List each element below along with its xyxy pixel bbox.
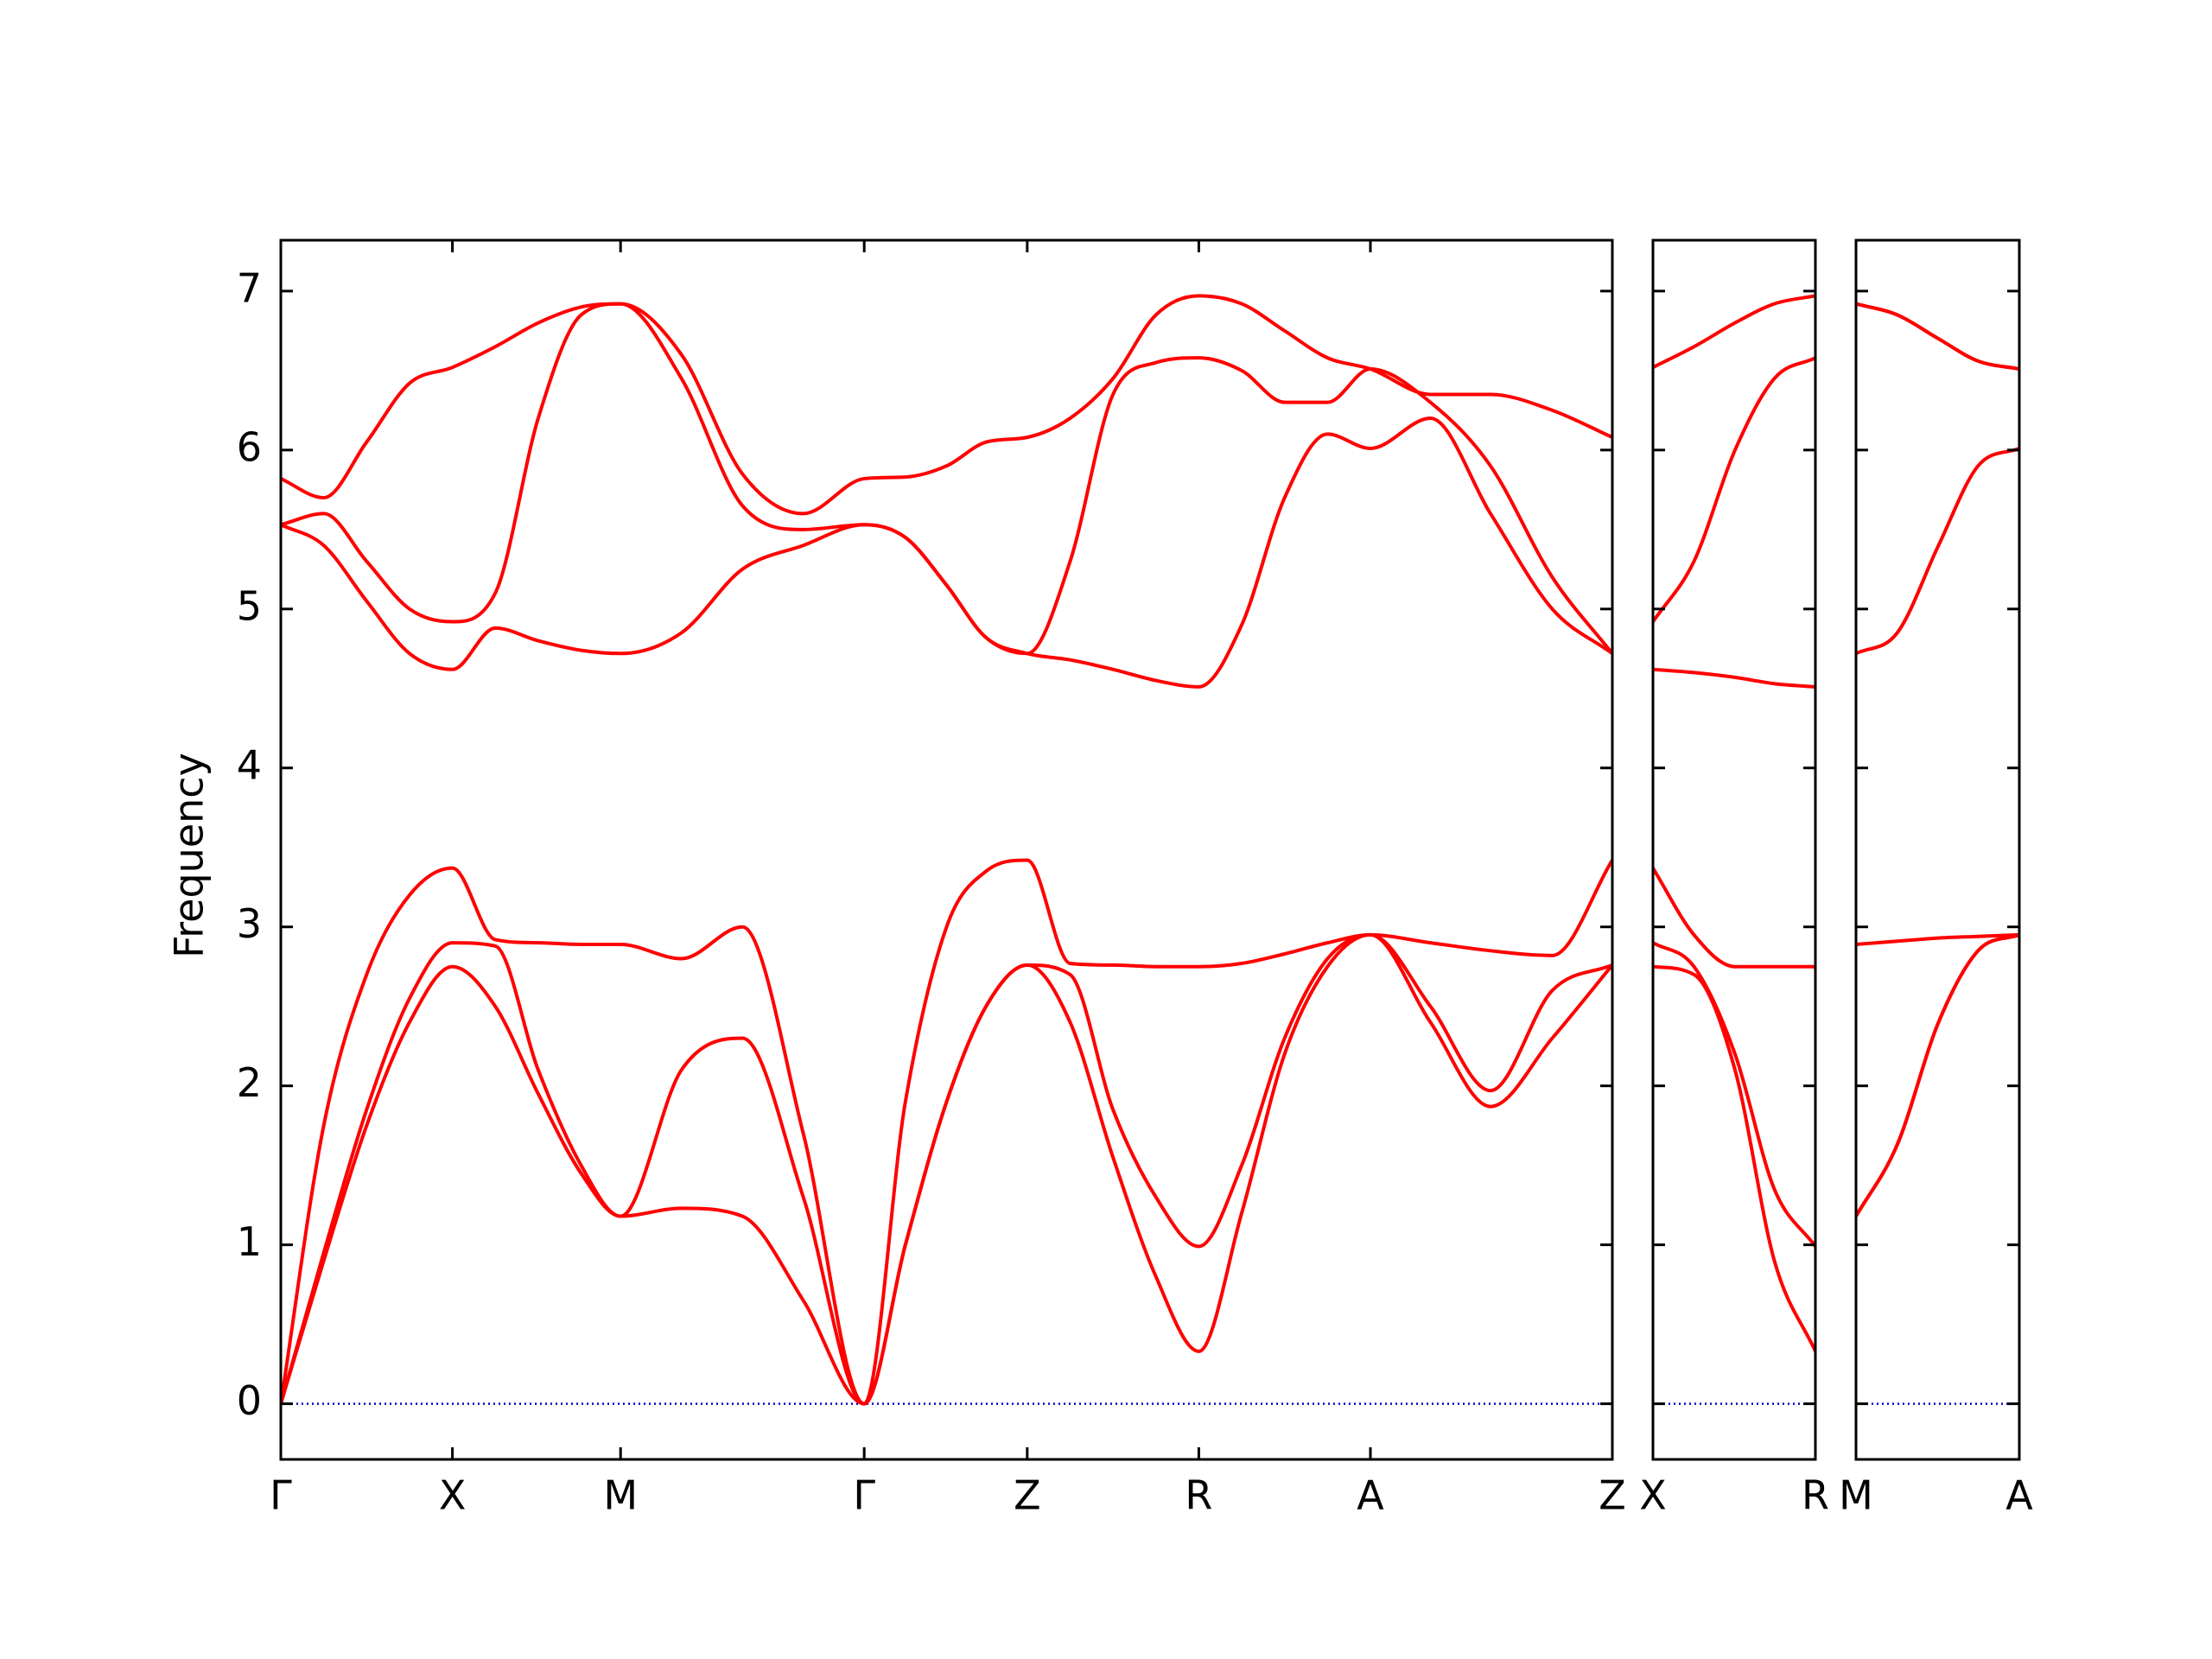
axes-frame <box>1854 238 2021 1461</box>
band-line <box>1856 447 2019 656</box>
x-tick-label: R <box>1802 1472 1829 1519</box>
x-tick-label: Γ <box>853 1472 875 1519</box>
x-tick-label: A <box>2005 1472 2033 1519</box>
y-tick-label: 2 <box>237 1059 262 1106</box>
band-line <box>1653 294 1815 369</box>
y-tick-label: 5 <box>237 582 262 629</box>
x-tick-label: M <box>603 1472 638 1519</box>
axes-frame <box>279 238 1614 1461</box>
band-line <box>1653 667 1815 689</box>
y-tick-label: 4 <box>237 741 262 788</box>
band-line <box>1856 932 2019 946</box>
band-line <box>1856 302 2019 371</box>
band-line <box>281 932 1612 1406</box>
x-tick-label: Γ <box>270 1472 292 1519</box>
band-line <box>281 932 1612 1406</box>
x-tick-label: M <box>1839 1472 1873 1519</box>
x-tick-label: A <box>1357 1472 1384 1519</box>
band-line <box>1856 933 2019 1217</box>
band-line <box>281 858 1612 1406</box>
y-tick-label: 3 <box>237 900 262 947</box>
y-tick-label: 7 <box>237 264 262 311</box>
y-tick-label: 6 <box>237 423 262 470</box>
band-line <box>281 294 1612 516</box>
x-tick-label: R <box>1185 1472 1212 1519</box>
axes-frame <box>1651 238 1817 1461</box>
y-tick-label: 1 <box>237 1218 262 1265</box>
band-line <box>281 416 1612 689</box>
y-tick-label: 0 <box>237 1377 262 1424</box>
y-axis-label: Frequency <box>166 753 213 958</box>
band-line <box>281 302 1612 656</box>
x-tick-label: Z <box>1014 1472 1041 1519</box>
x-tick-label: Z <box>1599 1472 1626 1519</box>
band-line <box>1653 867 1815 969</box>
x-tick-label: X <box>1639 1472 1667 1519</box>
band-line <box>1653 964 1815 1352</box>
band-line <box>1653 941 1815 1248</box>
band-line <box>1653 356 1815 623</box>
x-tick-label: X <box>439 1472 467 1519</box>
